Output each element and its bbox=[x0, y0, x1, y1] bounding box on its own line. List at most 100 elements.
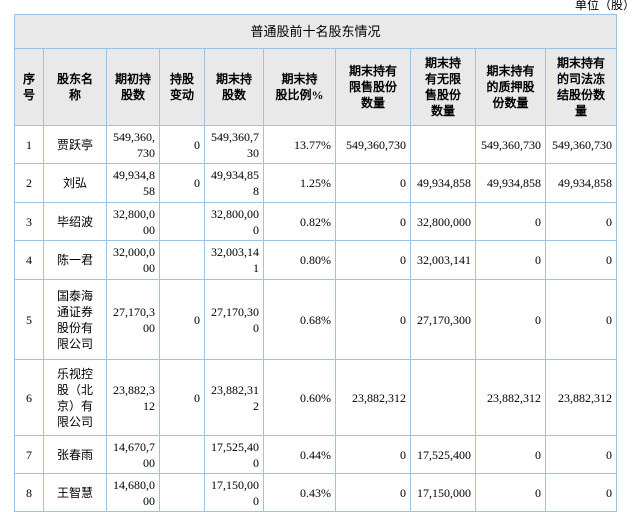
cell-final-ratio: 0.68% bbox=[263, 279, 336, 360]
cell-holdings-change: 0 bbox=[159, 359, 205, 436]
cell-pledged-shares: 0 bbox=[475, 202, 546, 241]
table-row: 2 刘弘 49,934,858 0 49,934,858 1.25% 0 49,… bbox=[14, 163, 618, 203]
cell-shareholder-name: 国泰海 通证券 股份有 限公司 bbox=[43, 279, 107, 360]
cell-final-ratio: 13.77% bbox=[263, 125, 336, 164]
shareholders-table: 普通股前十名股东情况 序 号 股东名 称 期初持 股数 持股 变动 期末持 股数… bbox=[13, 14, 618, 512]
cell-final-ratio: 0.43% bbox=[263, 473, 336, 512]
cell-unrestricted-shares: 27,170,300 bbox=[410, 279, 476, 360]
cell-shareholder-name: 毕绍波 bbox=[43, 202, 107, 241]
cell-pledged-shares: 23,882,312 bbox=[475, 359, 546, 436]
table-title: 普通股前十名股东情况 bbox=[13, 14, 618, 49]
cell-pledged-shares: 549,360,730 bbox=[475, 125, 546, 164]
cell-holdings-change bbox=[159, 240, 205, 280]
cell-final-holdings: 32,800,000 bbox=[204, 202, 264, 241]
cell-pledged-shares: 49,934,858 bbox=[475, 163, 546, 203]
column-header-initial-holdings: 期初持 股数 bbox=[106, 48, 160, 126]
cell-holdings-change bbox=[159, 202, 205, 241]
table-row: 5 国泰海 通证券 股份有 限公司 27,170,300 0 27,170,30… bbox=[14, 279, 618, 360]
cell-frozen-shares: 0 bbox=[544, 473, 618, 512]
unit-label: 单位（股） bbox=[574, 0, 635, 12]
cell-final-ratio: 0.44% bbox=[263, 435, 336, 474]
cell-final-holdings: 17,525,400 bbox=[204, 435, 264, 474]
column-header-shareholder-name: 股东名 称 bbox=[43, 48, 107, 126]
column-header-unrestricted-shares: 期末持 有无限 售股份 数量 bbox=[410, 48, 476, 126]
cell-index: 2 bbox=[14, 163, 44, 203]
cell-holdings-change: 0 bbox=[159, 163, 205, 203]
cell-index: 1 bbox=[14, 125, 44, 164]
cell-initial-holdings: 27,170,300 bbox=[106, 279, 160, 360]
cell-pledged-shares: 0 bbox=[475, 473, 546, 512]
column-header-holdings-change: 持股 变动 bbox=[159, 48, 205, 126]
cell-shareholder-name: 陈一君 bbox=[43, 240, 107, 280]
cell-restricted-shares: 549,360,730 bbox=[335, 125, 411, 164]
cell-frozen-shares: 49,934,858 bbox=[544, 163, 618, 203]
cell-unrestricted-shares: 17,525,400 bbox=[410, 435, 476, 474]
cell-final-holdings: 23,882,312 bbox=[204, 359, 264, 436]
cell-initial-holdings: 14,680,000 bbox=[106, 473, 160, 512]
cell-holdings-change: 0 bbox=[159, 279, 205, 360]
cell-frozen-shares: 0 bbox=[544, 240, 618, 280]
cell-shareholder-name: 刘弘 bbox=[43, 163, 107, 203]
cell-index: 5 bbox=[14, 279, 44, 360]
cell-final-ratio: 0.60% bbox=[263, 359, 336, 436]
cell-shareholder-name: 贾跃亭 bbox=[43, 125, 107, 164]
cell-index: 8 bbox=[14, 473, 44, 512]
cell-restricted-shares: 0 bbox=[335, 473, 411, 512]
cell-pledged-shares: 0 bbox=[475, 240, 546, 280]
cell-initial-holdings: 32,000,000 bbox=[106, 240, 160, 280]
cell-final-holdings: 49,934,858 bbox=[204, 163, 264, 203]
cell-pledged-shares: 0 bbox=[475, 435, 546, 474]
cell-holdings-change: 0 bbox=[159, 125, 205, 164]
table-row: 7 张春雨 14,670,700 17,525,400 0.44% 0 17,5… bbox=[14, 435, 618, 474]
cell-final-holdings: 549,360,730 bbox=[204, 125, 264, 164]
cell-final-holdings: 27,170,300 bbox=[204, 279, 264, 360]
cell-restricted-shares: 0 bbox=[335, 279, 411, 360]
cell-restricted-shares: 0 bbox=[335, 435, 411, 474]
cell-frozen-shares: 23,882,312 bbox=[544, 359, 618, 436]
cell-unrestricted-shares: 32,003,141 bbox=[410, 240, 476, 280]
table-row: 8 王智慧 14,680,000 17,150,000 0.43% 0 17,1… bbox=[14, 473, 618, 512]
column-header-pledged-shares: 期末持有 的质押股 份数量 bbox=[475, 48, 546, 126]
table-header-row: 序 号 股东名 称 期初持 股数 持股 变动 期末持 股数 期末持 股比例% 期… bbox=[14, 48, 618, 126]
cell-frozen-shares: 549,360,730 bbox=[544, 125, 618, 164]
cell-restricted-shares: 23,882,312 bbox=[335, 359, 411, 436]
cell-shareholder-name: 乐视控 股（北 京）有 限公司 bbox=[43, 359, 107, 436]
cell-final-ratio: 0.80% bbox=[263, 240, 336, 280]
table-row: 3 毕绍波 32,800,000 32,800,000 0.82% 0 32,8… bbox=[14, 202, 618, 241]
cell-holdings-change bbox=[159, 435, 205, 474]
table-title-row: 普通股前十名股东情况 bbox=[13, 14, 618, 49]
cell-shareholder-name: 王智慧 bbox=[43, 473, 107, 512]
cell-final-holdings: 32,003,141 bbox=[204, 240, 264, 280]
cell-unrestricted-shares: 17,150,000 bbox=[410, 473, 476, 512]
cell-pledged-shares: 0 bbox=[475, 279, 546, 360]
cell-initial-holdings: 14,670,700 bbox=[106, 435, 160, 474]
cell-index: 3 bbox=[14, 202, 44, 241]
cell-final-ratio: 0.82% bbox=[263, 202, 336, 241]
cell-unrestricted-shares: 32,800,000 bbox=[410, 202, 476, 241]
cell-initial-holdings: 23,882,312 bbox=[106, 359, 160, 436]
cell-unrestricted-shares: 49,934,858 bbox=[410, 163, 476, 203]
table-row: 1 贾跃亭 549,360,730 0 549,360,730 13.77% 5… bbox=[14, 125, 618, 164]
cell-index: 4 bbox=[14, 240, 44, 280]
cell-initial-holdings: 49,934,858 bbox=[106, 163, 160, 203]
cell-initial-holdings: 549,360,730 bbox=[106, 125, 160, 164]
column-header-index: 序 号 bbox=[14, 48, 44, 126]
cell-frozen-shares: 0 bbox=[544, 279, 618, 360]
cell-index: 7 bbox=[14, 435, 44, 474]
cell-unrestricted-shares bbox=[410, 359, 476, 436]
cell-restricted-shares: 0 bbox=[335, 240, 411, 280]
column-header-restricted-shares: 期末持有 限售股份 数量 bbox=[335, 48, 411, 126]
cell-index: 6 bbox=[14, 359, 44, 436]
cell-frozen-shares: 0 bbox=[544, 202, 618, 241]
column-header-frozen-shares: 期末持有 的司法冻 结股份数 量 bbox=[544, 48, 618, 126]
cell-unrestricted-shares bbox=[410, 125, 476, 164]
cell-frozen-shares: 0 bbox=[544, 435, 618, 474]
cell-restricted-shares: 0 bbox=[335, 202, 411, 241]
table-row: 6 乐视控 股（北 京）有 限公司 23,882,312 0 23,882,31… bbox=[14, 359, 618, 436]
cell-holdings-change bbox=[159, 473, 205, 512]
column-header-final-ratio: 期末持 股比例% bbox=[263, 48, 336, 126]
cell-final-ratio: 1.25% bbox=[263, 163, 336, 203]
cell-shareholder-name: 张春雨 bbox=[43, 435, 107, 474]
column-header-final-holdings: 期末持 股数 bbox=[204, 48, 264, 126]
cell-initial-holdings: 32,800,000 bbox=[106, 202, 160, 241]
